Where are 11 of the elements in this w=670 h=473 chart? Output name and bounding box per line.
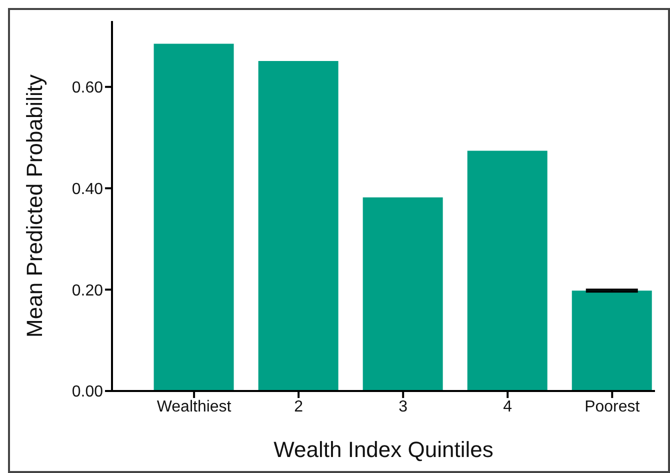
x-tick-label: Wealthiest [156, 398, 232, 416]
y-tick-label: 0.20 [72, 282, 104, 300]
x-tick-label: Poorest [584, 398, 640, 416]
x-tick-label: 3 [398, 398, 408, 416]
x-tick-label: 4 [503, 398, 512, 416]
y-tick-label: 0.00 [72, 384, 104, 401]
x-axis-title: Wealth Index Quintiles [274, 437, 494, 462]
y-tick-label: 0.60 [72, 80, 104, 97]
y-tick-label: 0.40 [72, 180, 104, 198]
y-axis-title: Mean Predicted Probability [22, 74, 47, 338]
x-tick-label: 2 [294, 398, 304, 416]
